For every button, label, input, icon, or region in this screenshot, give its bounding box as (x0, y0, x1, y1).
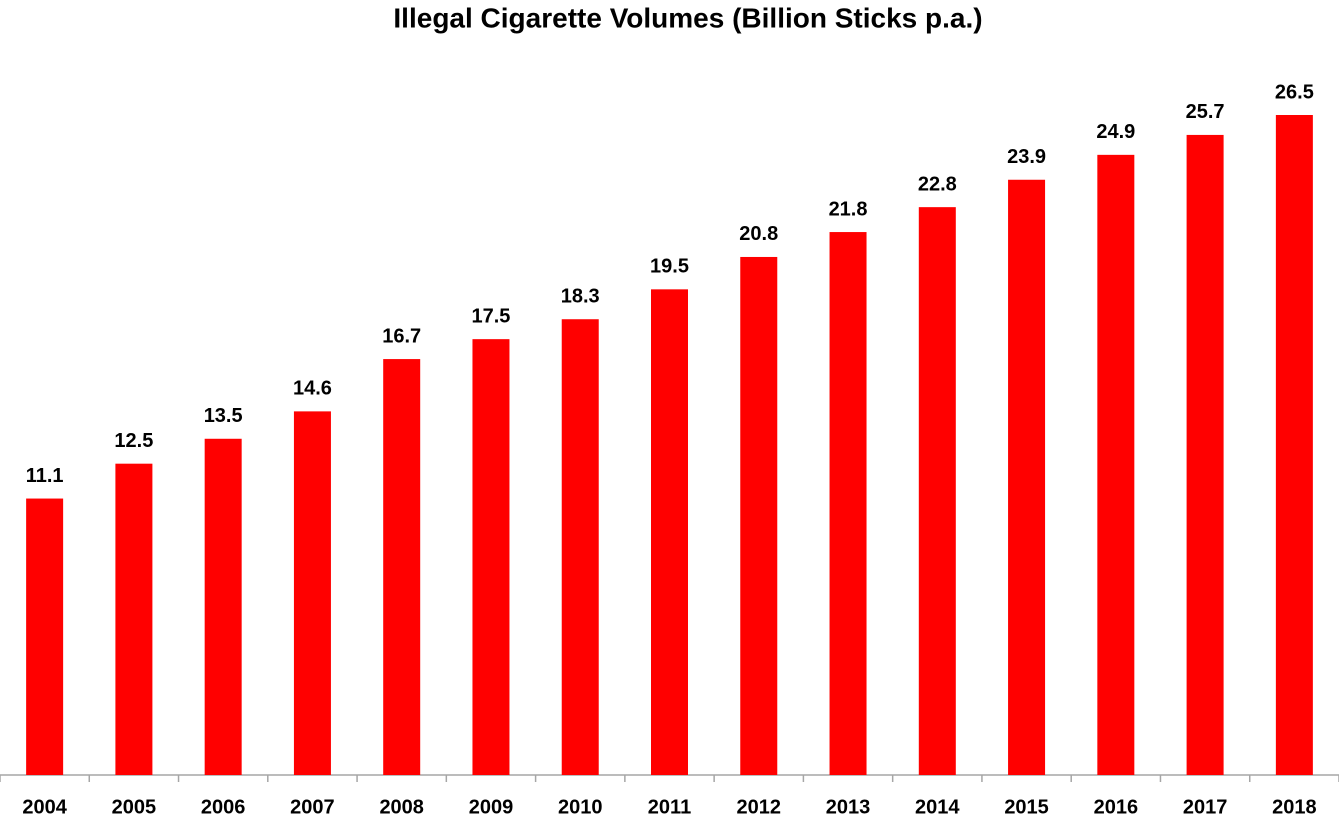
x-tick-label: 2006 (201, 796, 246, 818)
bar (918, 207, 956, 775)
x-tick-label: 2005 (112, 796, 157, 818)
x-tick-label: 2009 (469, 796, 514, 818)
x-tick-label: 2018 (1272, 796, 1317, 818)
x-tick-label: 2007 (290, 796, 335, 818)
value-label: 18.3 (561, 286, 600, 308)
bar (293, 411, 331, 775)
bar (472, 339, 510, 775)
value-label: 11.1 (26, 465, 64, 487)
x-tick-label: 2011 (648, 796, 691, 818)
bar (561, 319, 599, 775)
x-tick-label: 2016 (1094, 796, 1139, 818)
value-label: 19.5 (650, 256, 689, 278)
bar (1275, 115, 1313, 775)
bar (1008, 179, 1046, 776)
x-tick-label: 2013 (826, 796, 871, 818)
bar (1186, 134, 1224, 775)
x-tick-label: 2012 (737, 796, 782, 818)
x-tick-label: 2017 (1183, 796, 1228, 818)
bar (204, 438, 242, 775)
value-label: 22.8 (918, 173, 957, 195)
value-label: 20.8 (739, 223, 778, 245)
bar (651, 289, 688, 775)
value-label: 21.8 (829, 198, 868, 220)
value-label: 17.5 (471, 305, 510, 327)
x-tick-label: 2015 (1004, 796, 1049, 818)
value-label: 24.9 (1096, 121, 1135, 143)
bar (26, 498, 64, 775)
bar (1097, 154, 1135, 775)
bar (740, 256, 778, 775)
x-tick-label: 2010 (558, 796, 603, 818)
bar (115, 463, 153, 775)
value-label: 23.9 (1007, 146, 1046, 168)
bar (829, 232, 867, 775)
value-label: 12.5 (114, 430, 153, 452)
value-label: 26.5 (1275, 81, 1314, 103)
value-label: 14.6 (293, 378, 332, 400)
x-tick-label: 2008 (379, 796, 424, 818)
x-tick-label: 2014 (915, 796, 960, 818)
bar (383, 359, 421, 775)
value-label: 16.7 (382, 325, 421, 347)
chart-title: Illegal Cigarette Volumes (Billion Stick… (393, 2, 982, 33)
value-label: 13.5 (204, 405, 243, 427)
x-tick-label: 2004 (22, 796, 67, 818)
value-label: 25.7 (1186, 101, 1225, 123)
